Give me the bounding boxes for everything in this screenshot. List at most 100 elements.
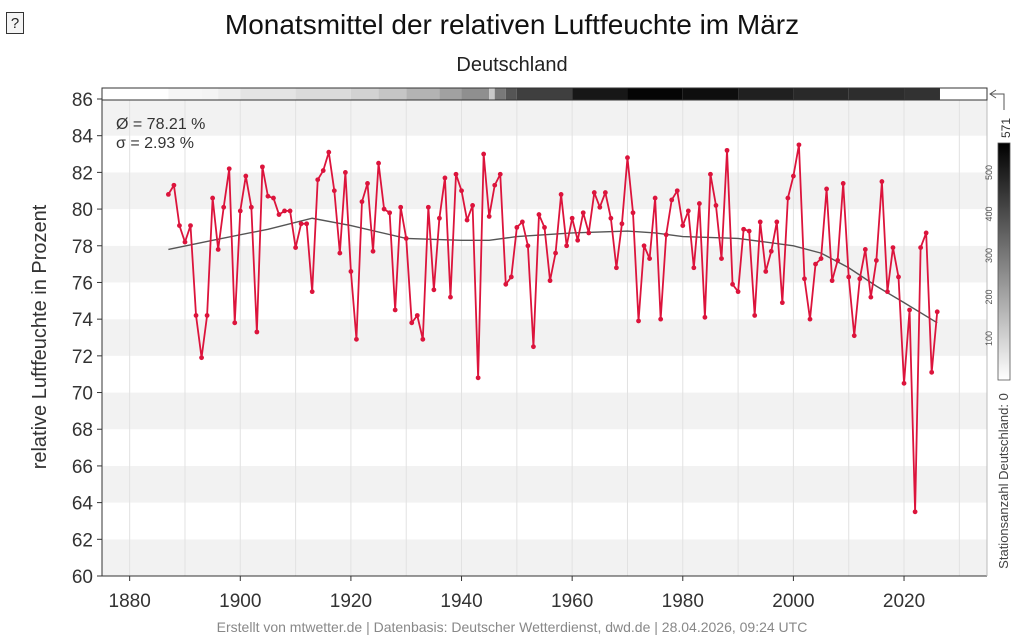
data-point [271, 195, 276, 201]
data-point [331, 188, 337, 194]
grid-band [102, 245, 987, 283]
grid-band [102, 355, 987, 393]
data-point [735, 289, 741, 295]
grid-band [102, 172, 987, 210]
data-point [846, 274, 852, 280]
x-tick-label: 2000 [772, 591, 814, 612]
colorbar-tick-label: 300 [984, 248, 994, 263]
data-point [171, 182, 177, 188]
data-point [569, 215, 575, 221]
y-tick-label: 78 [72, 237, 93, 258]
data-point [564, 243, 570, 249]
data-point [342, 169, 348, 175]
data-point [929, 369, 935, 375]
grid-band [102, 502, 987, 540]
station-count-label: Stationsanzahl Deutschland: 0 [996, 393, 1011, 569]
data-point [851, 333, 857, 339]
data-point [287, 208, 293, 214]
data-point [746, 228, 752, 234]
data-point [442, 175, 448, 181]
x-tick-label: 1980 [662, 591, 704, 612]
data-point [420, 336, 426, 342]
data-point [392, 307, 398, 313]
data-point [779, 300, 785, 306]
arrowhead-icon [989, 89, 997, 99]
data-point [818, 256, 824, 262]
y-tick-label: 84 [72, 127, 94, 148]
data-point [597, 204, 603, 210]
data-point [658, 316, 664, 322]
y-tick-label: 72 [72, 347, 93, 368]
station-strip-segment [240, 88, 296, 100]
data-point [542, 225, 547, 230]
data-point [840, 180, 846, 186]
data-point [409, 320, 415, 326]
data-point [326, 149, 332, 155]
data-point [204, 313, 210, 318]
grid-band [102, 99, 987, 136]
data-point [425, 204, 431, 210]
x-tick-label: 2020 [883, 591, 925, 612]
data-point [625, 155, 630, 161]
data-point [215, 247, 221, 252]
station-strip-segment [295, 88, 351, 100]
data-point [497, 171, 503, 177]
data-point [547, 278, 553, 284]
y-tick-label: 74 [72, 310, 94, 331]
data-point [885, 289, 890, 295]
data-point [243, 173, 249, 179]
data-point [896, 274, 901, 280]
data-point [437, 215, 442, 221]
data-point [907, 307, 912, 313]
help-button[interactable]: ? [6, 12, 24, 34]
data-point [890, 245, 896, 251]
data-point [309, 289, 315, 295]
data-point [165, 192, 171, 197]
data-point [614, 265, 619, 271]
y-tick-label: 80 [72, 200, 93, 221]
data-point [376, 160, 381, 166]
data-point [591, 190, 597, 195]
data-point [486, 214, 492, 219]
data-point [691, 265, 697, 271]
data-point [680, 223, 686, 228]
data-point [248, 204, 254, 210]
arrow-icon [990, 93, 1005, 110]
vertical-gridlines [101, 99, 988, 577]
data-point [669, 197, 675, 203]
data-point [199, 355, 204, 361]
station-strip-segment [904, 88, 940, 100]
data-point [177, 223, 182, 228]
data-point [210, 195, 216, 201]
x-tick-label: 1920 [330, 591, 372, 612]
data-point [221, 204, 227, 210]
data-point [448, 294, 453, 300]
data-point [453, 171, 459, 177]
data-point [807, 316, 813, 322]
data-point [813, 261, 818, 267]
station-strip-segment [406, 88, 440, 100]
data-point [575, 237, 581, 243]
data-point [586, 230, 592, 236]
station-strip-segment [350, 88, 379, 100]
data-point [503, 281, 509, 287]
data-point [802, 276, 807, 282]
colorbar-max-label: 571 [999, 118, 1013, 138]
data-point [354, 336, 359, 342]
data-point [553, 250, 558, 256]
data-point [641, 243, 647, 249]
data-point [923, 230, 929, 236]
data-point [619, 221, 625, 227]
data-point [365, 180, 370, 186]
data-point [237, 208, 243, 214]
station-strip-segment [439, 88, 462, 100]
grid-band [102, 392, 987, 430]
data-point [492, 182, 498, 188]
data-point [348, 269, 354, 274]
data-point [414, 313, 420, 318]
data-point [398, 204, 404, 210]
data-point [835, 258, 841, 263]
y-tick-label: 76 [72, 273, 93, 294]
data-point [862, 247, 868, 252]
